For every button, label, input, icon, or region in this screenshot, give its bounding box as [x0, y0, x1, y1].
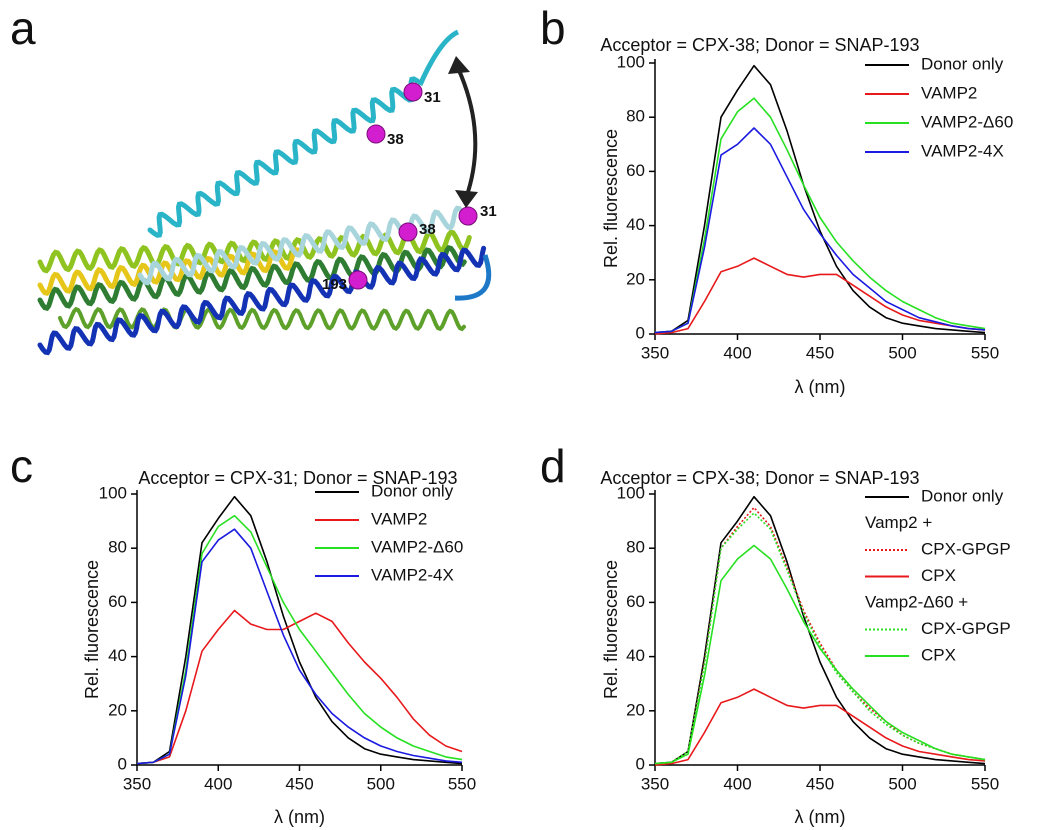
site-label: 38 [419, 221, 436, 238]
x-tick-label: 350 [123, 774, 151, 793]
site-sphere [366, 124, 386, 144]
x-tick-label: 350 [641, 343, 669, 362]
x-tick-label: 450 [806, 774, 834, 793]
legend-label: CPX [921, 645, 956, 664]
helix [37, 245, 487, 356]
chart-title: Acceptor = CPX-31; Donor = SNAP-193 [138, 468, 457, 488]
y-axis-label: Rel. fluorescence [601, 560, 621, 699]
site-label: 193 [322, 276, 347, 293]
x-tick-label: 500 [367, 774, 395, 793]
x-tick-label: 500 [888, 774, 916, 793]
site-sphere [348, 270, 368, 290]
x-tick-label: 450 [806, 343, 834, 362]
series-line [654, 512, 986, 765]
legend-label: VAMP2-4X [921, 141, 1004, 160]
site-label: 38 [387, 131, 404, 148]
x-tick-label: 350 [641, 774, 669, 793]
series-line [654, 688, 986, 766]
helix [58, 306, 466, 332]
arrow-head [448, 56, 470, 74]
legend-label: VAMP2 [371, 509, 427, 528]
x-tick-label: 550 [971, 343, 999, 362]
series-line [136, 609, 463, 765]
series-line [654, 257, 986, 335]
x-tick-label: 400 [204, 774, 232, 793]
legend-group: Vamp2 + [865, 513, 932, 532]
y-tick-label: 40 [626, 215, 645, 234]
y-tick-label: 60 [626, 592, 645, 611]
series-line [654, 64, 986, 334]
y-tick-label: 80 [108, 538, 127, 557]
chart-title: Acceptor = CPX-38; Donor = SNAP-193 [600, 468, 919, 488]
arrow-head [455, 190, 478, 208]
y-tick-label: 80 [626, 107, 645, 126]
y-tick-label: 100 [99, 483, 127, 502]
site-sphere [398, 222, 418, 242]
series-line [136, 495, 463, 765]
x-tick-label: 400 [723, 343, 751, 362]
y-tick-label: 20 [626, 700, 645, 719]
series-line [136, 528, 463, 765]
series-line [654, 544, 986, 765]
panel-letter: a [10, 2, 36, 54]
y-tick-label: 0 [118, 754, 127, 773]
legend-label: CPX-GPGP [921, 539, 1011, 558]
x-tick-label: 550 [971, 774, 999, 793]
y-tick-label: 40 [626, 646, 645, 665]
x-axis-label: λ (nm) [274, 807, 325, 827]
site-sphere [458, 206, 478, 226]
series-line [654, 495, 986, 765]
site-sphere [403, 82, 423, 102]
loop [417, 29, 460, 87]
x-tick-label: 450 [285, 774, 313, 793]
panel-letter: b [540, 2, 566, 54]
site-label: 31 [424, 89, 441, 106]
legend-label: VAMP2 [921, 83, 977, 102]
helix [37, 246, 301, 297]
y-tick-label: 0 [636, 754, 645, 773]
y-tick-label: 20 [626, 269, 645, 288]
x-tick-label: 400 [723, 774, 751, 793]
panel-letter: d [540, 440, 566, 492]
x-axis-label: λ (nm) [795, 377, 846, 397]
legend-label: CPX [921, 566, 956, 585]
loop [454, 254, 492, 301]
series-line [136, 514, 463, 765]
legend-label: VAMP2-Δ60 [371, 537, 463, 556]
y-tick-label: 60 [626, 161, 645, 180]
y-axis-label: Rel. fluorescence [601, 129, 621, 268]
motion-arrow [456, 67, 478, 199]
y-tick-label: 100 [617, 52, 645, 71]
legend-group: Vamp2-Δ60 + [865, 592, 968, 611]
helix [37, 244, 467, 312]
x-tick-label: 550 [448, 774, 476, 793]
x-axis-label: λ (nm) [795, 807, 846, 827]
legend-label: Donor only [371, 481, 454, 500]
helix [147, 76, 420, 238]
y-tick-label: 80 [626, 538, 645, 557]
chart-title: Acceptor = CPX-38; Donor = SNAP-193 [600, 35, 919, 55]
y-tick-label: 100 [617, 483, 645, 502]
helix [137, 205, 473, 286]
helix [37, 229, 472, 274]
legend-label: CPX-GPGP [921, 619, 1011, 638]
site-label: 31 [480, 203, 497, 220]
series-line [654, 97, 986, 334]
panel-letter: c [10, 440, 33, 492]
legend-label: VAMP2-4X [371, 565, 454, 584]
y-tick-label: 40 [108, 646, 127, 665]
y-tick-label: 0 [636, 323, 645, 342]
legend-label: Donor only [921, 54, 1004, 73]
y-tick-label: 60 [108, 592, 127, 611]
legend-label: VAMP2-Δ60 [921, 112, 1013, 131]
x-tick-label: 500 [888, 343, 916, 362]
y-axis-label: Rel. fluorescence [82, 560, 102, 699]
legend-label: Donor only [921, 486, 1004, 505]
y-tick-label: 20 [108, 700, 127, 719]
protein-structure: 31 38 31 38 193 [37, 29, 497, 356]
series-line [654, 127, 986, 334]
